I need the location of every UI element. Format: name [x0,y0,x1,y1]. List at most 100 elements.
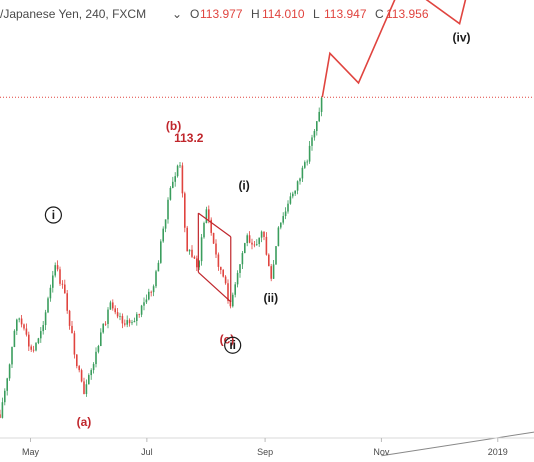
candle-body [145,299,148,303]
candle-body [265,236,268,255]
candle-body [68,310,71,326]
candle-body [80,370,83,382]
candle-body [316,121,318,131]
ohlc-readout: O 113.977 H 114.010 L 113.947 C 113.956 [190,7,429,21]
wave-label-circle [224,336,242,354]
wave-label: (a) [77,415,92,429]
candle-body [138,314,140,316]
candle-body [280,222,282,228]
wave-projection-path[interactable] [321,0,490,98]
candle-body [184,193,186,228]
candle-body [54,265,56,276]
wave-label-circle [44,206,63,224]
wave-label: ii [224,336,242,354]
candle-body [196,258,198,268]
candle-body [28,334,30,347]
chart-header: /Japanese Yen, 240, FXCM ⌄ O 113.977 H 114.… [0,7,429,21]
candle-body [306,161,308,163]
candle-body [227,283,229,301]
candle-body [37,338,40,344]
candle-body [61,283,64,285]
candle-body [311,137,313,146]
wave-label-text: 113.2 [174,131,204,145]
candle-body [1,402,4,418]
ohlc-label-o: O [190,7,199,21]
candle-body [0,414,1,418]
candle-body [148,291,150,300]
candle-body [40,331,42,339]
candle-body [253,244,256,246]
candle-body [13,330,16,347]
candle-body [90,370,92,376]
candle-body [107,309,109,324]
candle-body [155,271,157,287]
candle-body [157,262,160,272]
channel-layer [197,212,232,303]
candle-body [114,308,116,313]
candle-body [272,264,275,279]
x-tick-label: Jul [141,447,153,457]
wave-label-text: i [52,208,55,222]
wave-label: (b) [166,119,181,133]
candle-body [116,312,119,317]
candle-body [131,322,133,324]
ohlc-value-h: 114.010 [262,7,305,21]
candle-body [234,284,236,295]
trendline[interactable] [381,431,534,457]
candle-body [318,111,320,122]
candle-body [284,211,287,217]
candle-body [179,165,181,167]
candle-body [88,375,90,385]
candle-body [16,319,18,331]
candle-body [232,294,234,307]
chevron-down-icon[interactable]: ⌄ [172,7,182,21]
candle-body [212,232,215,244]
wave-label: 113.2 [174,131,204,145]
candle-body [44,312,47,326]
candle-body [164,219,167,229]
candle-body [308,145,311,162]
candle-body [30,346,32,350]
candle-body [229,300,232,307]
candle-body [162,228,164,242]
wave-label-text: (ii) [263,291,278,305]
candle-body [128,320,131,324]
candle-body [304,162,306,168]
candle-body [292,193,294,197]
wave-labels-layer: i(a)(b)113.2(c)ii(i)(ii)(iii)(iv)(v)iii [44,30,471,429]
candle-body [23,324,25,329]
candle-body [124,323,126,325]
candle-body [11,346,13,365]
candle-body [6,378,8,391]
candle-body [289,196,292,204]
channel-line-1[interactable] [197,212,232,238]
candle-body [42,325,44,332]
candle-body [198,261,200,268]
candle-body [104,323,107,325]
ohlc-value-c: 113.956 [386,7,429,21]
wave-label: i [44,206,63,224]
candle-body [35,343,37,351]
candle-body [268,254,270,267]
candle-body [217,254,220,267]
x-axis: May Jul Sep Nov 2019 [0,437,534,457]
candle-body [313,130,316,138]
candle-body [301,167,304,179]
candle-body [32,349,35,351]
channel-line-2[interactable] [197,271,232,303]
candle-body [121,315,124,324]
wave-label-text: ii [229,338,236,352]
ohlc-label-c: C [375,7,384,21]
candle-body [25,328,28,335]
x-tick-label: Nov [373,447,390,457]
candle-body [256,244,258,245]
candle-body [172,181,174,188]
candle-body [66,293,68,311]
x-tick-label: Sep [257,447,273,457]
candle-body [174,176,176,182]
candle-body [102,323,104,333]
candle-body [78,366,80,371]
candle-body [18,318,20,320]
candle-body [8,364,11,379]
